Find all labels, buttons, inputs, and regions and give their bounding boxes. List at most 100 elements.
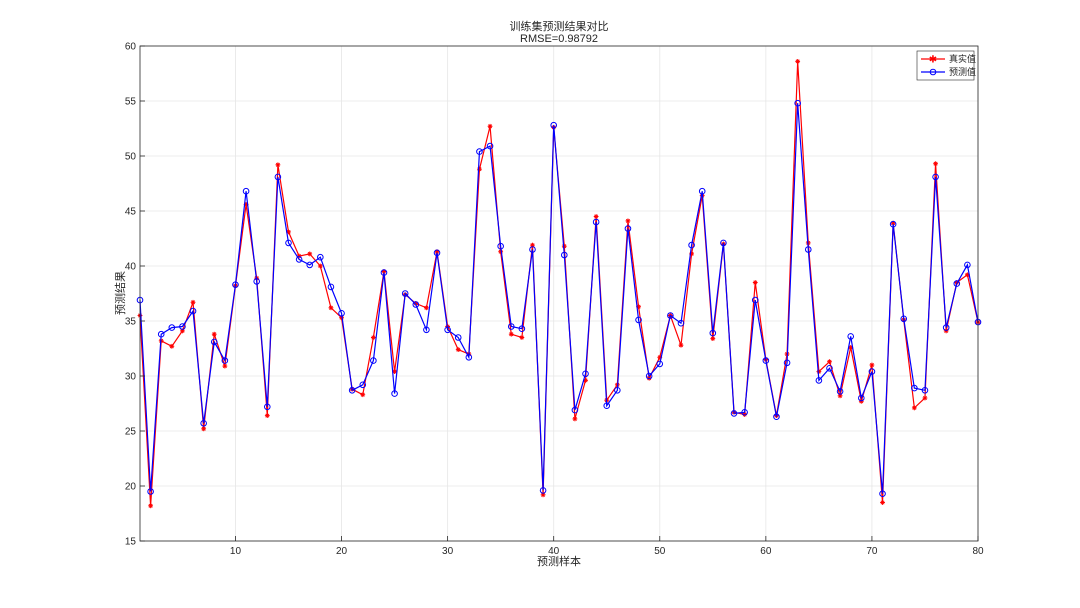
data-point xyxy=(710,336,716,341)
data-point xyxy=(922,395,928,401)
data-point xyxy=(370,357,377,364)
data-point xyxy=(773,413,780,421)
data-point xyxy=(635,316,642,324)
data-point xyxy=(804,246,812,253)
x-tick-label: 20 xyxy=(336,546,348,557)
data-point xyxy=(360,392,366,398)
data-point xyxy=(911,405,917,411)
data-point xyxy=(423,326,430,334)
chart-title: 训练集预测结果对比 xyxy=(510,19,609,33)
y-tick-label: 30 xyxy=(125,372,137,383)
data-point xyxy=(795,59,801,64)
data-point xyxy=(730,410,738,417)
data-point xyxy=(487,123,493,129)
data-point xyxy=(455,347,461,352)
data-point xyxy=(508,331,514,337)
legend-box xyxy=(916,50,975,81)
legend-label-pred: 预测值 xyxy=(949,66,976,78)
y-tick-label: 50 xyxy=(125,152,137,163)
data-point xyxy=(678,342,684,348)
x-axis: 10 20 30 40 50 60 70 80 xyxy=(230,536,984,557)
data-point xyxy=(783,359,791,367)
data-point xyxy=(709,329,717,337)
data-point xyxy=(486,142,494,150)
data-point xyxy=(147,488,154,495)
data-point xyxy=(295,256,303,263)
data-point xyxy=(168,324,176,331)
data-point xyxy=(603,402,611,410)
y-axis-label: 预测结果 xyxy=(114,271,127,315)
data-point xyxy=(942,324,950,331)
x-tick-label: 70 xyxy=(866,546,878,557)
legend-label-true: 真实值 xyxy=(949,53,976,65)
y-tick-label: 20 xyxy=(125,482,137,493)
data-point xyxy=(698,187,706,195)
data-point xyxy=(921,387,929,394)
data-point xyxy=(401,290,409,297)
plot-area xyxy=(140,46,978,541)
data-point xyxy=(211,331,217,337)
data-point xyxy=(720,239,727,247)
series-layer xyxy=(136,59,982,509)
data-point xyxy=(879,490,886,498)
data-point xyxy=(572,416,578,422)
data-point xyxy=(592,218,600,226)
data-point xyxy=(561,251,568,259)
data-point xyxy=(794,99,801,107)
data-point xyxy=(189,307,197,315)
data-point xyxy=(317,263,323,269)
data-point xyxy=(519,335,525,340)
data-point xyxy=(614,387,621,394)
y-tick-label: 25 xyxy=(125,427,137,438)
data-point xyxy=(285,239,292,247)
data-point xyxy=(424,305,429,311)
data-point xyxy=(964,261,971,269)
data-point xyxy=(221,357,229,364)
x-tick-label: 50 xyxy=(654,546,666,557)
data-point xyxy=(444,326,451,334)
y-tick-label: 60 xyxy=(125,42,137,53)
data-point xyxy=(582,370,589,378)
y-tick-label: 40 xyxy=(125,262,137,273)
data-point xyxy=(752,280,758,285)
data-point xyxy=(433,249,441,257)
data-point xyxy=(571,406,579,414)
data-point xyxy=(539,487,547,494)
data-point xyxy=(677,319,685,327)
data-point xyxy=(179,323,186,330)
data-point xyxy=(253,278,260,285)
data-point xyxy=(327,283,335,291)
legend-marker-true: ✱ xyxy=(929,55,937,66)
y-tick-label: 35 xyxy=(125,317,137,328)
y-tick-label: 55 xyxy=(125,97,137,108)
data-point xyxy=(624,225,632,232)
x-axis-label: 预测样本 xyxy=(537,554,581,568)
data-point xyxy=(328,305,334,311)
data-point xyxy=(391,390,398,397)
y-axis: 15 20 25 30 35 40 45 50 55 60 xyxy=(125,42,145,548)
data-point xyxy=(751,296,759,304)
data-point xyxy=(932,173,939,181)
y-tick-label: 15 xyxy=(125,537,137,548)
legend-marker-pred xyxy=(929,68,937,76)
series-line xyxy=(139,103,979,494)
data-point xyxy=(741,409,748,416)
data-point xyxy=(529,246,536,253)
data-point xyxy=(338,310,345,317)
data-point xyxy=(836,388,844,395)
data-point xyxy=(454,334,462,341)
data-point xyxy=(762,357,770,364)
x-tick-label: 80 xyxy=(972,546,984,557)
x-tick-label: 40 xyxy=(548,546,560,557)
data-point xyxy=(476,148,483,155)
data-point xyxy=(465,354,473,361)
data-point xyxy=(667,312,674,319)
data-point xyxy=(148,503,154,509)
data-point xyxy=(933,161,938,167)
data-point xyxy=(593,214,599,219)
plot-frame xyxy=(139,45,979,542)
data-point xyxy=(497,242,504,250)
data-point xyxy=(348,387,356,394)
x-tick-label: 10 xyxy=(230,546,242,557)
